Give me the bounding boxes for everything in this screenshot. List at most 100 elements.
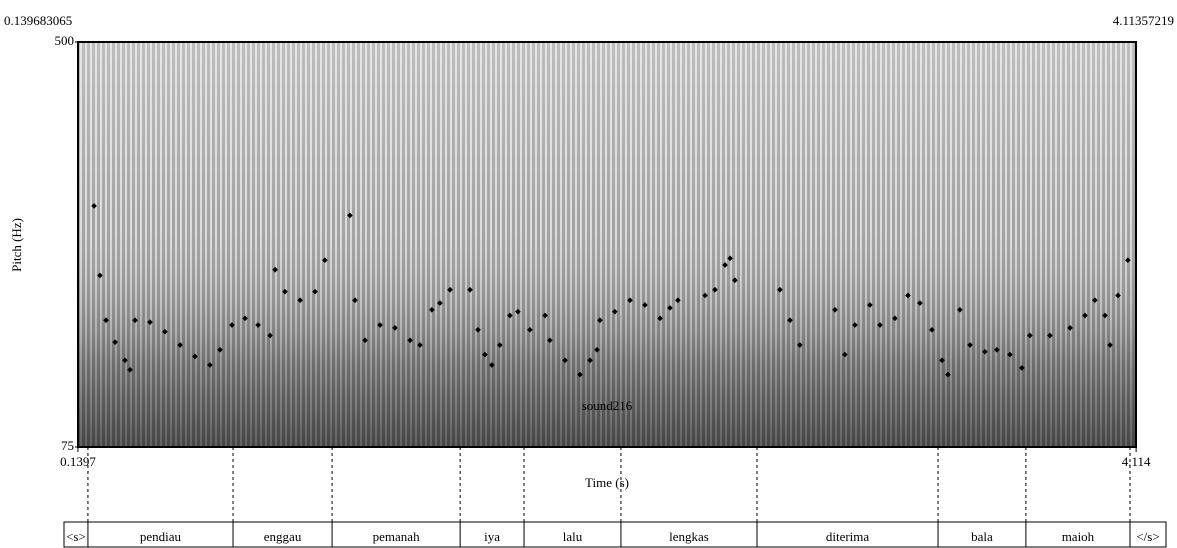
pitch-point: [447, 286, 453, 293]
pitch-point: [475, 326, 481, 333]
pitch-point: [282, 288, 288, 295]
pitch-point: [1125, 257, 1131, 264]
pitch-point: [702, 292, 708, 299]
pitch-point: [272, 266, 278, 273]
pitch-point: [192, 353, 198, 360]
tier-label: maioh: [1062, 529, 1095, 544]
pitch-point: [1115, 292, 1121, 299]
pitch-point: [945, 371, 951, 378]
pitch-point: [112, 339, 118, 346]
pitch-point: [122, 357, 128, 364]
pitch-point: [917, 300, 923, 306]
tier-label: diterima: [826, 529, 870, 544]
pitch-point: [929, 326, 935, 333]
pitch-point: [1107, 342, 1113, 348]
pitch-point: [667, 305, 673, 311]
pitch-point: [1067, 325, 1073, 331]
pitch-point: [1092, 297, 1098, 304]
tier-label: enggau: [264, 529, 302, 544]
pitch-point: [1027, 332, 1033, 339]
pitch-point: [562, 357, 568, 364]
pitch-point: [515, 308, 521, 315]
pitch-point: [611, 308, 618, 315]
pitch-point: [322, 257, 328, 264]
pitch-point: [392, 325, 398, 331]
pitch-point: [437, 300, 443, 306]
pitch-point: [1019, 365, 1025, 371]
pitch-point: [957, 306, 963, 313]
pitch-point: [832, 306, 838, 313]
pitch-point: [777, 286, 783, 293]
tier-label: </s>: [1136, 529, 1159, 544]
tier-label: bala: [971, 529, 993, 544]
pitch-point: [982, 348, 988, 355]
pitch-point: [352, 297, 358, 304]
pitch-point: [177, 342, 183, 348]
pitch-point: [1102, 312, 1108, 319]
pitch-point: [527, 326, 533, 333]
pitch-point: [217, 346, 223, 353]
pitch-point: [722, 262, 728, 268]
pitch-point: [377, 322, 383, 328]
tier-label: pendiau: [140, 529, 182, 544]
spectrogram-shade: [78, 42, 1136, 447]
pitch-point: [842, 351, 848, 358]
pitch-point: [594, 346, 600, 353]
tier-label: pemanah: [373, 529, 420, 544]
pitch-point: [642, 302, 648, 308]
pitch-point: [797, 342, 803, 348]
view-end: 4.11357219: [1113, 13, 1174, 28]
y-axis-label: Pitch (Hz): [9, 218, 24, 272]
pitch-point: [255, 322, 261, 328]
pitch-point: [732, 277, 738, 284]
x-axis-label: Time (s): [585, 475, 629, 490]
pitch-point: [939, 357, 945, 364]
pitch-point: [712, 286, 718, 293]
pitch-point: [467, 286, 473, 293]
pitch-point: [542, 312, 548, 319]
pitch-point: [103, 317, 109, 324]
pitch-point: [347, 212, 353, 219]
pitch-point: [407, 337, 413, 344]
pitch-point: [867, 302, 873, 308]
pitch-point: [852, 322, 858, 328]
pitch-point: [1082, 312, 1088, 319]
sound-name: sound216: [582, 398, 633, 413]
pitch-point: [229, 322, 235, 328]
x-tick-label: 4.114: [1122, 454, 1151, 469]
tier-label: <s>: [66, 529, 86, 544]
pitch-point: [787, 317, 793, 324]
pitch-point: [1007, 351, 1013, 358]
x-tick-label: 0.1397: [60, 454, 96, 469]
pitch-point: [242, 315, 248, 322]
pitch-point: [496, 342, 503, 348]
pitch-point: [147, 319, 153, 325]
pitch-point: [207, 362, 213, 368]
pitch-point: [597, 317, 603, 324]
pitch-point: [488, 362, 495, 368]
pitch-point: [127, 366, 133, 373]
pitch-point: [312, 288, 318, 295]
tier-label: iya: [484, 529, 500, 544]
pitch-point: [577, 371, 583, 378]
pitch-point: [297, 297, 303, 304]
pitch-point: [507, 312, 513, 319]
pitch-point: [905, 292, 911, 299]
pitch-point: [362, 337, 368, 344]
tier-box: [63, 521, 1167, 548]
y-tick-label: 75: [61, 438, 74, 453]
pitch-point: [417, 342, 423, 348]
view-start: 0.139683065: [4, 13, 72, 28]
pitch-point: [587, 357, 593, 364]
pitch-point: [429, 306, 435, 313]
pitch-point: [162, 328, 168, 335]
pitch-point: [91, 203, 97, 209]
plot-frame: [77, 41, 1137, 448]
pitch-point: [877, 322, 883, 328]
pitch-point: [267, 332, 273, 339]
tier-label: lengkas: [669, 529, 709, 544]
tier-label: lalu: [563, 529, 583, 544]
pitch-point: [627, 297, 633, 304]
pitch-point: [1047, 332, 1053, 339]
